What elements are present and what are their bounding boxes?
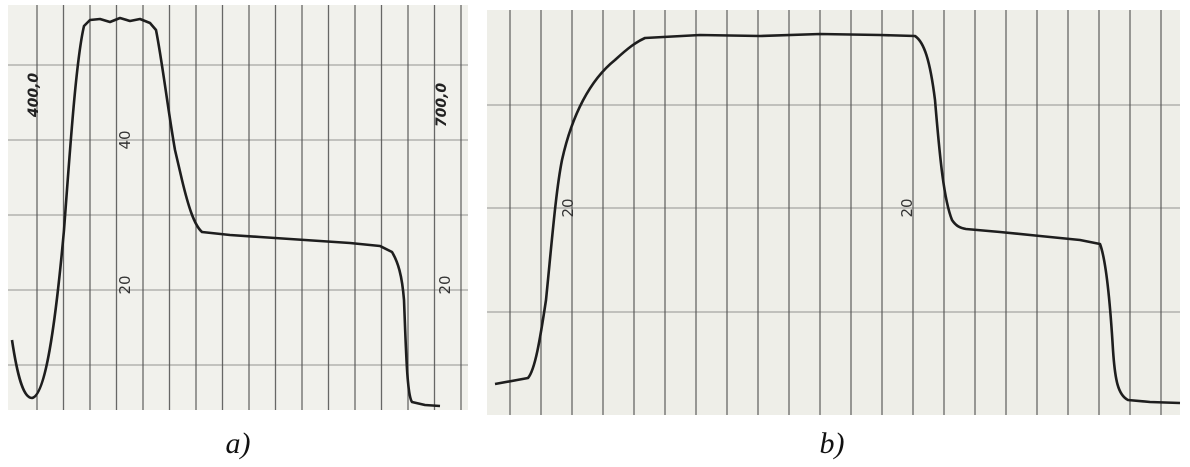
paper-label: 700,0 bbox=[434, 83, 450, 128]
caption: b) bbox=[820, 427, 845, 460]
paper-b bbox=[487, 10, 1180, 415]
paper-label: 20 bbox=[559, 198, 577, 217]
grids bbox=[8, 5, 1180, 415]
paper-label: 20 bbox=[116, 275, 134, 294]
trace-a bbox=[10, 16, 441, 408]
captions: a) b) bbox=[226, 427, 845, 460]
paper-label: 20 bbox=[436, 275, 454, 294]
trace-b bbox=[494, 32, 1181, 405]
paper-label: 20 bbox=[898, 198, 916, 217]
labels: 400,0 40 20 700,0 20 20 20 bbox=[26, 73, 916, 295]
paper-label: 400,0 bbox=[26, 73, 42, 119]
paper-label: 40 bbox=[116, 130, 134, 149]
caption: a) bbox=[226, 427, 251, 460]
paper-a bbox=[8, 5, 468, 410]
